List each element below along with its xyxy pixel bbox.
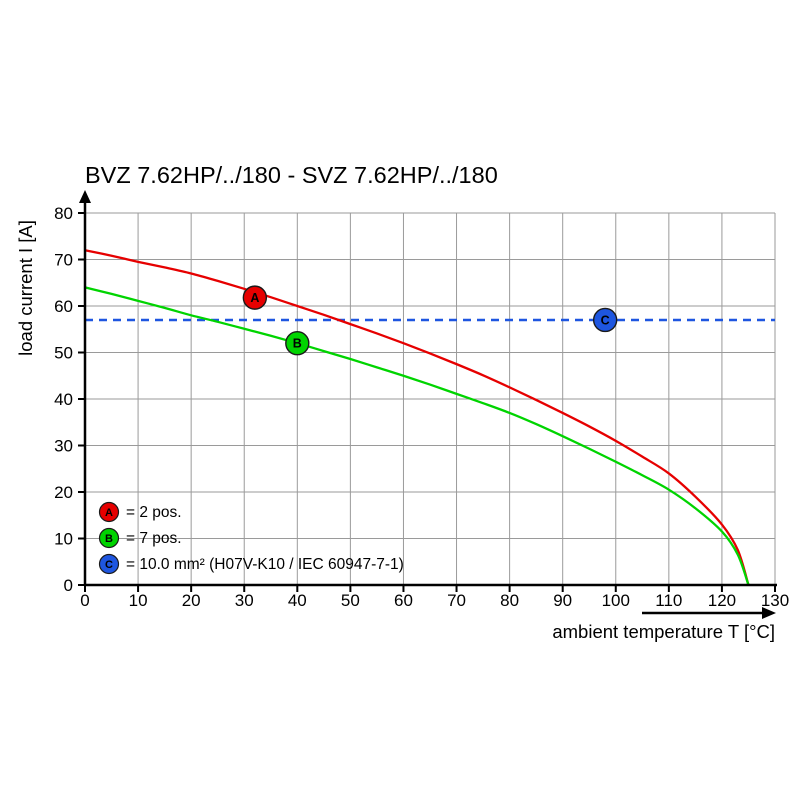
- x-axis-label: ambient temperature T [°C]: [552, 621, 775, 642]
- marker-letter: B: [293, 337, 302, 351]
- x-tick-label: 70: [447, 591, 466, 610]
- legend-letter: C: [105, 559, 113, 571]
- legend: A = 2 pos. B = 7 pos. C = 10.0 mm² (H07V-K10 …: [98, 501, 404, 575]
- y-tick-label: 0: [64, 576, 73, 595]
- y-axis-arrow-icon: [79, 190, 91, 203]
- x-tick-label: 110: [655, 591, 682, 610]
- y-tick-label: 50: [54, 344, 73, 363]
- legend-c-circle-icon: [98, 553, 120, 575]
- marker-c: C: [592, 307, 618, 333]
- grid-lines: [85, 212, 776, 585]
- marker-c-circle-icon: [592, 307, 618, 333]
- legend-b-circle-icon: [98, 527, 120, 549]
- legend-item-label: = 7 pos.: [126, 530, 182, 547]
- plot-area: 0 10 20 30 40 50 60 70 80 90 100 110 120 130 0 10 20 30 40…: [54, 190, 789, 619]
- legend-letter: A: [105, 507, 113, 519]
- y-tick-label: 70: [54, 251, 73, 270]
- curve-b: [84, 286, 750, 586]
- x-tick-label: 40: [288, 591, 307, 610]
- x-tick-label: 30: [235, 591, 254, 610]
- x-tick-label: 100: [602, 591, 630, 610]
- marker-b-circle-icon: [285, 331, 310, 356]
- x-tick-label: 80: [500, 591, 519, 610]
- x-tick-label: 10: [129, 591, 148, 610]
- x-tick-label: 0: [80, 591, 89, 610]
- marker-letter: C: [601, 313, 610, 327]
- y-tick-label: 60: [54, 297, 73, 316]
- legend-item-label: = 10.0 mm² (H07V-K10 / IEC 60947-7-1): [126, 556, 404, 573]
- curve-a: [84, 249, 750, 586]
- marker-a: A: [242, 285, 268, 310]
- x-direction-arrow-icon: [762, 607, 776, 619]
- marker-letter: A: [250, 291, 259, 305]
- marker-b: B: [285, 331, 310, 356]
- y-tick-label: 80: [54, 204, 73, 223]
- legend-letter: B: [105, 533, 113, 545]
- y-tick-label: 40: [54, 390, 73, 409]
- y-tick-label: 10: [54, 530, 73, 549]
- x-tick-label: 120: [708, 591, 736, 610]
- tick-marks: 0 10 20 30 40 50 60 70 80 90 100 110 120 130 0 10 20 30 40…: [54, 204, 789, 610]
- x-tick-label: 130: [761, 591, 789, 610]
- chart-title: BVZ 7.62HP/../180 - SVZ 7.62HP/../180: [85, 162, 498, 188]
- legend-item-label: = 2 pos.: [126, 504, 182, 521]
- legend-a-circle-icon: [98, 501, 120, 523]
- x-tick-label: 60: [394, 591, 413, 610]
- y-axis-label: load current I [A]: [15, 220, 36, 356]
- x-tick-label: 50: [341, 591, 360, 610]
- marker-a-circle-icon: [242, 285, 268, 310]
- y-tick-label: 30: [54, 437, 73, 456]
- x-tick-label: 90: [553, 591, 572, 610]
- x-tick-label: 20: [182, 591, 201, 610]
- y-tick-label: 20: [54, 483, 73, 502]
